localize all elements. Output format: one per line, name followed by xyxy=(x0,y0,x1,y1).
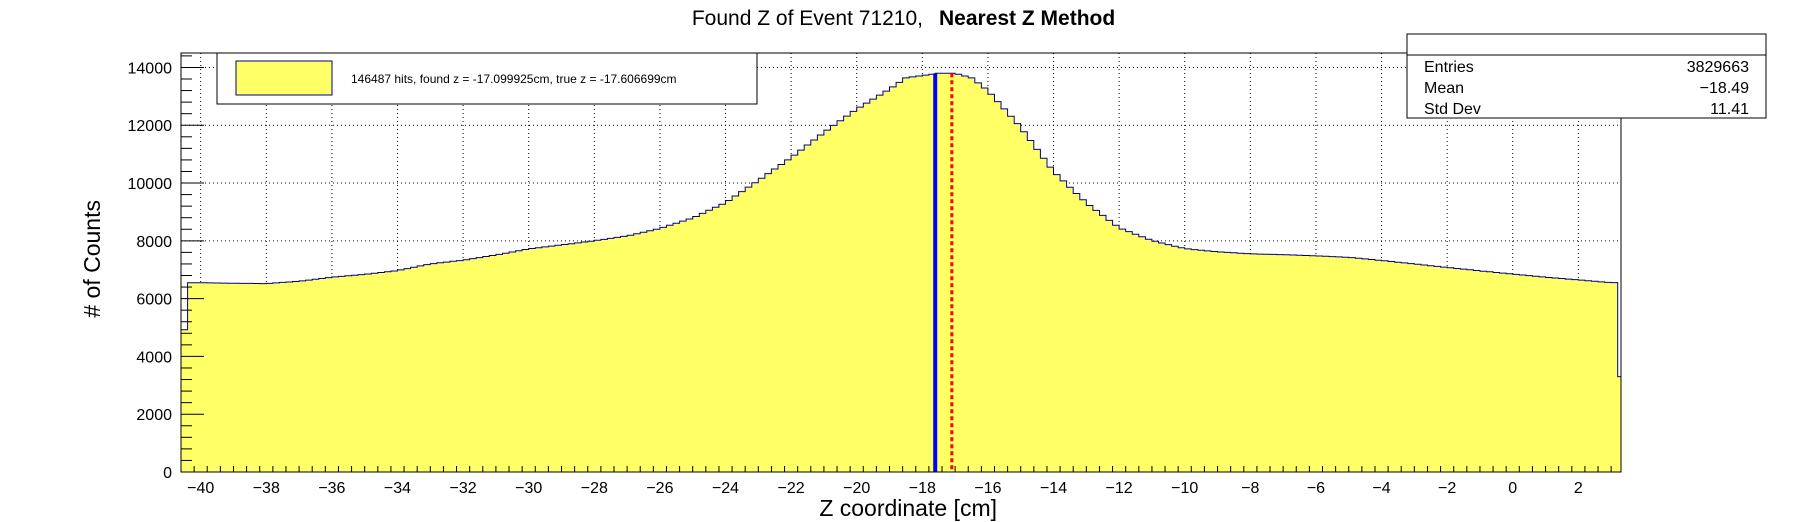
x-tick-label: −28 xyxy=(581,480,608,497)
chart-title-text: Found Z of Event 71210, xyxy=(692,7,923,30)
x-tick-label: −6 xyxy=(1307,480,1325,497)
y-tick-label: 0 xyxy=(163,465,172,482)
stats-value-entries: 3829663 xyxy=(1687,59,1749,76)
legend-swatch xyxy=(235,60,333,96)
y-tick-label: 12000 xyxy=(128,118,173,135)
x-tick-label: −34 xyxy=(384,480,411,497)
x-tick-label: 0 xyxy=(1508,480,1517,497)
x-tick-label: −20 xyxy=(843,480,870,497)
y-tick-label: 14000 xyxy=(128,60,173,77)
x-tick-label: −4 xyxy=(1372,480,1390,497)
x-tick-label: −14 xyxy=(1040,480,1067,497)
y-tick-label: 4000 xyxy=(136,349,172,366)
chart-title-method: Nearest Z Method xyxy=(939,7,1115,30)
histogram-area-series-0 xyxy=(180,72,1622,473)
x-tick-label: −38 xyxy=(253,480,280,497)
chart-title: Found Z of Event 71210, xyxy=(692,7,923,30)
stats-label-mean: Mean xyxy=(1424,80,1464,97)
stats-label-stddev: Std Dev xyxy=(1424,101,1481,118)
x-tick-label: −18 xyxy=(909,480,936,497)
x-tick-label: −36 xyxy=(318,480,345,497)
x-tick-label: −32 xyxy=(450,480,477,497)
series-layer xyxy=(180,72,1622,473)
stats-box: Entries 3829663 Mean −18.49 Std Dev 11.4… xyxy=(1406,33,1767,119)
y-tick-label: 2000 xyxy=(136,407,172,424)
y-axis-title: # of Counts xyxy=(79,200,105,318)
x-tick-label: −26 xyxy=(646,480,673,497)
x-tick-label: 2 xyxy=(1574,480,1583,497)
x-tick-label: −2 xyxy=(1438,480,1456,497)
x-tick-label: −24 xyxy=(712,480,739,497)
legend-label: 146487 hits, found z = -17.099925cm, tru… xyxy=(351,72,677,86)
x-tick-label: −30 xyxy=(515,480,542,497)
y-tick-label: 10000 xyxy=(128,176,173,193)
legend: 146487 hits, found z = -17.099925cm, tru… xyxy=(216,52,758,105)
axes-frame xyxy=(180,52,1622,473)
y-tick-label: 6000 xyxy=(136,292,172,309)
marker-layer xyxy=(933,73,954,472)
x-axis-title: Z coordinate [cm] xyxy=(819,495,997,521)
stats-label-entries: Entries xyxy=(1424,59,1474,76)
stats-value-mean: −18.49 xyxy=(1700,80,1749,97)
y-tick-label: 8000 xyxy=(136,234,172,251)
x-tick-label: −8 xyxy=(1241,480,1259,497)
x-tick-label: −12 xyxy=(1106,480,1133,497)
axis-layer: −40 −38 −36 −34 −32 −30 −28 −26 −24 −22 −20 −18 −16−… xyxy=(128,52,1622,497)
stats-value-stddev: 11.41 xyxy=(1710,101,1749,118)
stats-box-frame xyxy=(1406,33,1767,119)
x-tick-label: −40 xyxy=(187,480,214,497)
x-tick-label: −22 xyxy=(778,480,805,497)
x-tick-label: −16 xyxy=(974,480,1001,497)
x-tick-label: −10 xyxy=(1171,480,1198,497)
